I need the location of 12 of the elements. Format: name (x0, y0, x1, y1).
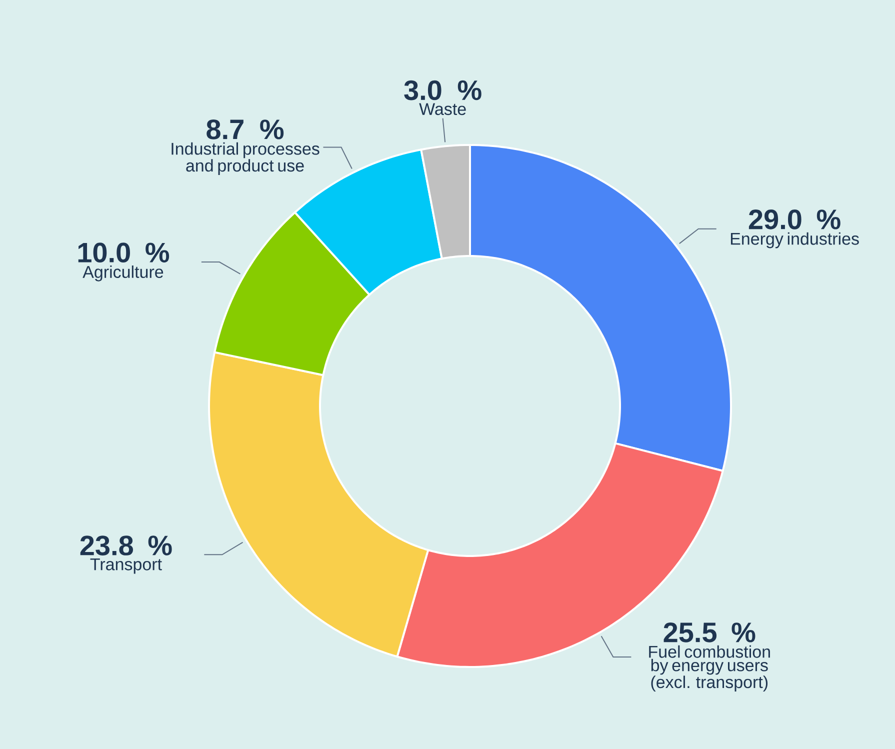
data-label: 3.0 % (404, 80, 482, 100)
data-label: 8.7 % (206, 120, 284, 140)
data-label: 10.0 % (78, 242, 170, 262)
slice-label: Industrial processes and product use (172, 142, 320, 176)
slice-label: Agriculture (82, 266, 164, 282)
data-label: 29.0 % (748, 210, 840, 230)
data-label: 25.5 % (664, 622, 756, 642)
slice-label: Waste (419, 103, 466, 116)
slice-label: Transport (90, 558, 162, 574)
slice-label: Fuel combustion by energy users (excl. transport) (649, 645, 770, 692)
data-label: 23.8 % (80, 536, 172, 556)
slice-label: Energy industries (730, 232, 859, 248)
